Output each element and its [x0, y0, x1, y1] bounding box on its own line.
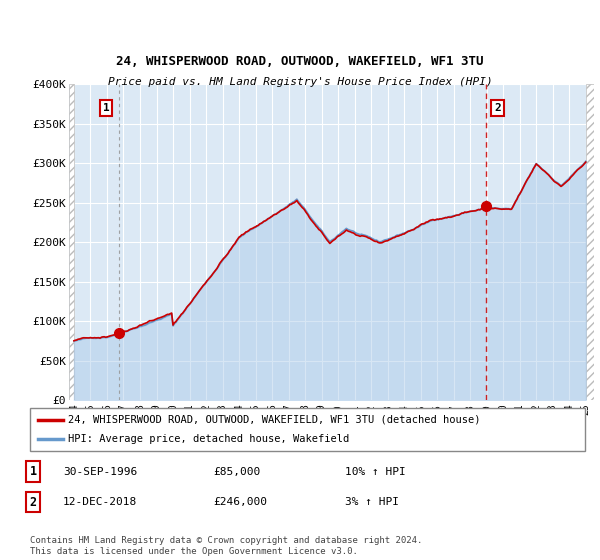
Text: HPI: Average price, detached house, Wakefield: HPI: Average price, detached house, Wake…: [68, 435, 349, 444]
Polygon shape: [69, 84, 74, 400]
Text: Price paid vs. HM Land Registry's House Price Index (HPI): Price paid vs. HM Land Registry's House …: [107, 77, 493, 87]
Text: £246,000: £246,000: [213, 497, 267, 507]
Text: 1: 1: [103, 102, 110, 113]
Text: £85,000: £85,000: [213, 466, 260, 477]
Text: 10% ↑ HPI: 10% ↑ HPI: [345, 466, 406, 477]
Text: 30-SEP-1996: 30-SEP-1996: [63, 466, 137, 477]
Text: 2: 2: [29, 496, 37, 509]
Text: 12-DEC-2018: 12-DEC-2018: [63, 497, 137, 507]
Text: 1: 1: [29, 465, 37, 478]
Text: 2: 2: [494, 102, 501, 113]
Text: 24, WHISPERWOOD ROAD, OUTWOOD, WAKEFIELD, WF1 3TU: 24, WHISPERWOOD ROAD, OUTWOOD, WAKEFIELD…: [116, 55, 484, 68]
Text: Contains HM Land Registry data © Crown copyright and database right 2024.
This d: Contains HM Land Registry data © Crown c…: [30, 536, 422, 556]
Text: 3% ↑ HPI: 3% ↑ HPI: [345, 497, 399, 507]
Text: 24, WHISPERWOOD ROAD, OUTWOOD, WAKEFIELD, WF1 3TU (detached house): 24, WHISPERWOOD ROAD, OUTWOOD, WAKEFIELD…: [68, 415, 480, 424]
Polygon shape: [586, 84, 594, 400]
